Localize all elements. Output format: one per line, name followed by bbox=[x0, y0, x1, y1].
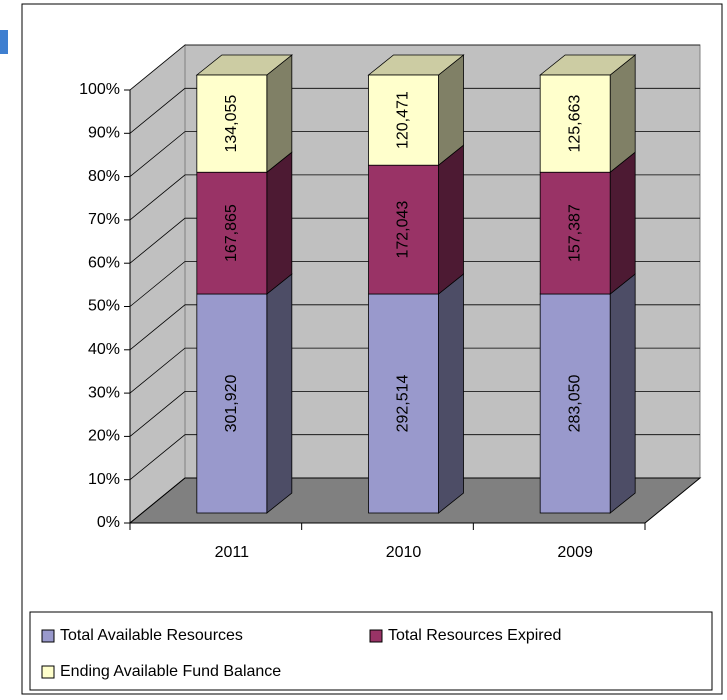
bar bbox=[368, 74, 439, 166]
y-tick-label: 60% bbox=[88, 254, 120, 271]
y-tick-label: 20% bbox=[88, 428, 120, 445]
bar bbox=[196, 293, 268, 514]
x-tick-label: 2009 bbox=[557, 544, 593, 561]
bar-side bbox=[609, 273, 636, 514]
bar bbox=[539, 74, 611, 173]
data-label: 283,050 bbox=[566, 374, 583, 432]
data-label: 172,043 bbox=[395, 201, 412, 259]
grid-line bbox=[129, 347, 700, 394]
bar-side bbox=[266, 273, 293, 514]
bar bbox=[196, 171, 268, 295]
data-label: 292,514 bbox=[395, 374, 412, 432]
x-tick-label: 2010 bbox=[386, 544, 422, 561]
y-tick-label: 30% bbox=[88, 384, 120, 401]
bar-side bbox=[438, 273, 464, 514]
bar-side bbox=[438, 144, 464, 295]
grid-line bbox=[129, 477, 700, 524]
legend-swatch bbox=[41, 665, 55, 679]
x-tick-label: 2011 bbox=[215, 544, 250, 561]
bar bbox=[196, 74, 268, 173]
bar bbox=[368, 293, 439, 514]
legend-label: Ending Available Fund Balance bbox=[60, 663, 281, 680]
grid-line bbox=[129, 217, 700, 264]
grid-line bbox=[129, 44, 700, 91]
y-tick-label: 90% bbox=[88, 125, 120, 142]
data-label: 134,055 bbox=[223, 95, 240, 153]
data-label: 167,865 bbox=[223, 204, 240, 262]
grid-line bbox=[129, 174, 700, 221]
legend bbox=[29, 611, 713, 691]
grid-line bbox=[129, 131, 700, 177]
bar bbox=[539, 293, 611, 514]
bar bbox=[368, 164, 439, 295]
data-label: 157,387 bbox=[566, 204, 583, 262]
bar-side bbox=[266, 151, 293, 295]
bar bbox=[539, 171, 611, 295]
bar-side bbox=[609, 54, 636, 174]
grid-line bbox=[129, 87, 700, 134]
grid-line bbox=[129, 390, 700, 437]
y-tick-label: 70% bbox=[88, 211, 120, 228]
y-tick-label: 40% bbox=[88, 341, 120, 358]
legend-swatch bbox=[41, 629, 55, 643]
grid-line bbox=[129, 261, 700, 307]
data-label: 301,920 bbox=[223, 374, 240, 432]
grid-line bbox=[129, 304, 700, 351]
bar-side bbox=[266, 54, 293, 174]
y-tick-label: 80% bbox=[88, 168, 120, 185]
y-tick-label: 50% bbox=[88, 298, 120, 315]
window-edge bbox=[0, 30, 8, 54]
legend-label: Total Resources Expired bbox=[388, 627, 561, 644]
y-tick-label: 0% bbox=[97, 514, 120, 531]
legend-label: Total Available Resources bbox=[60, 627, 243, 644]
legend-swatch bbox=[369, 629, 383, 643]
y-tick-label: 100% bbox=[79, 81, 120, 98]
data-label: 125,663 bbox=[566, 95, 583, 153]
grid-line bbox=[129, 434, 700, 481]
y-tick-label: 10% bbox=[88, 471, 120, 488]
bar-side bbox=[609, 151, 636, 295]
data-label: 120,471 bbox=[395, 91, 412, 149]
